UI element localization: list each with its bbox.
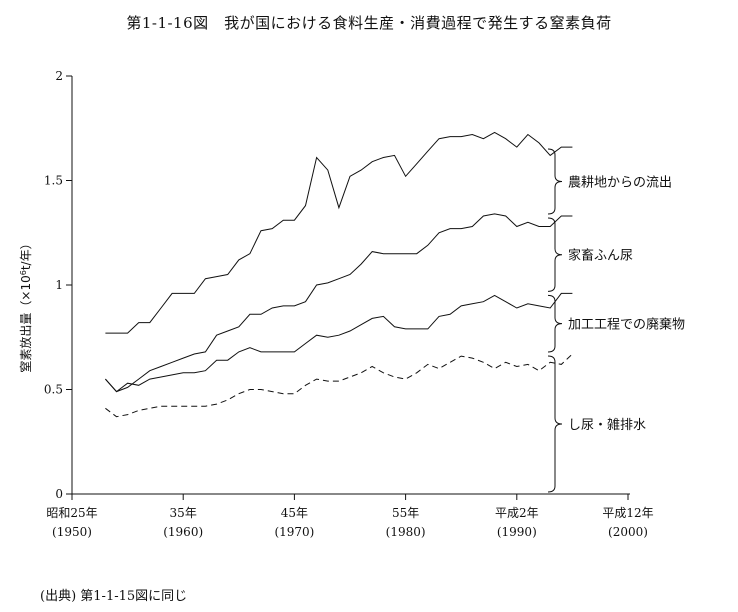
legend-label: 加工工程での廃棄物 [568, 317, 685, 333]
x-tick-label: 平成12年 [602, 506, 653, 520]
x-tick-sublabel: (1950) [52, 525, 92, 539]
source-note: (出典) 第1-1-15図に同じ [40, 589, 188, 604]
legend-brace [547, 148, 563, 215]
y-tick-label: 0.5 [44, 383, 63, 397]
legend-brace [547, 217, 563, 292]
y-axis-label: 窒素放出量（×106t/年） [18, 237, 33, 372]
axes: 0 0.5 1 1.5 2 昭和25年 (1950) 35年 (1960) 45年 (1970) 55… [44, 69, 654, 539]
y-tick-label: 2 [55, 69, 63, 83]
legend-label: 家畜ふん尿 [568, 248, 633, 264]
x-tick-sublabel: (1960) [163, 525, 203, 539]
x-tick-sublabel: (1980) [386, 525, 426, 539]
x-tick-label: 35年 [170, 506, 197, 520]
series-line [105, 292, 573, 393]
legend-brace [547, 294, 563, 353]
y-tick-label: 1.5 [44, 174, 63, 188]
x-tick-label: 昭和25年 [46, 506, 97, 520]
legend-brace [547, 355, 563, 493]
x-tick-sublabel: (2000) [608, 525, 648, 539]
x-tick-label: 45年 [281, 506, 308, 520]
x-tick-label: 55年 [392, 506, 419, 520]
series-lines [105, 131, 573, 418]
legend-label: し尿・雑排水 [568, 417, 646, 433]
series-line [105, 213, 573, 393]
x-tick-label: 平成2年 [495, 506, 539, 520]
chart-title: 第1-1-16図 我が国における食料生産・消費過程で発生する窒素負荷 [126, 14, 612, 32]
series-line [105, 353, 573, 418]
legend-label: 農耕地からの流出 [568, 175, 672, 191]
x-tick-sublabel: (1990) [497, 525, 537, 539]
y-tick-label: 1 [55, 278, 63, 292]
x-tick-sublabel: (1970) [274, 525, 314, 539]
y-tick-label: 0 [55, 487, 63, 501]
series-line [105, 131, 573, 334]
